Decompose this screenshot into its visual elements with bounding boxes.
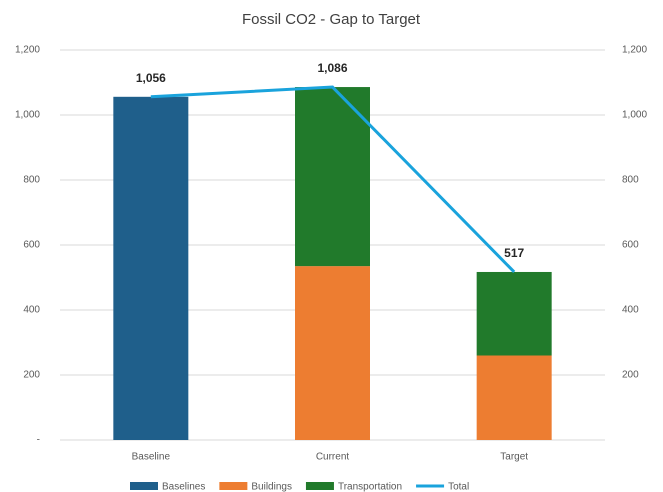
x-tick-label: Current <box>316 452 350 463</box>
legend-label: Baselines <box>162 482 205 492</box>
line <box>150 85 516 274</box>
bar-segment <box>476 355 552 440</box>
legend-label: Total <box>448 482 469 492</box>
bar-segment <box>113 96 189 441</box>
data-label: 1,056 <box>136 71 166 85</box>
y2-tick-label: 1,000 <box>622 110 647 121</box>
legend-label: Buildings <box>251 482 292 492</box>
bar-segment <box>295 87 370 267</box>
data-label: 1,086 <box>317 61 347 75</box>
x-tick-label: Target <box>500 452 528 463</box>
data-label: 517 <box>504 246 524 260</box>
y-tick-label: - <box>37 435 40 446</box>
y-tick-label: 600 <box>23 240 40 251</box>
bar-segment <box>295 266 370 440</box>
y-tick-label: 200 <box>23 370 40 381</box>
legend-swatch <box>305 482 334 490</box>
y2-tick-label: 800 <box>622 175 639 186</box>
y2-tick-label: 200 <box>622 370 639 381</box>
y-tick-label: 1,200 <box>15 45 40 56</box>
x-tick-label: Baseline <box>132 452 171 463</box>
y2-tick-label: 400 <box>622 305 639 316</box>
legend-swatch <box>219 482 248 490</box>
y-tick-label: 1,000 <box>15 110 40 121</box>
y-tick-label: 400 <box>23 305 40 316</box>
y2-tick-label: 600 <box>622 240 639 251</box>
legend-label: Transportation <box>338 482 402 492</box>
bar-segment <box>476 271 552 356</box>
y-tick-label: 800 <box>23 175 40 186</box>
y2-tick-label: 1,200 <box>622 45 647 56</box>
chart-title: Fossil CO2 - Gap to Target <box>242 11 421 28</box>
legend-swatch <box>130 482 158 490</box>
